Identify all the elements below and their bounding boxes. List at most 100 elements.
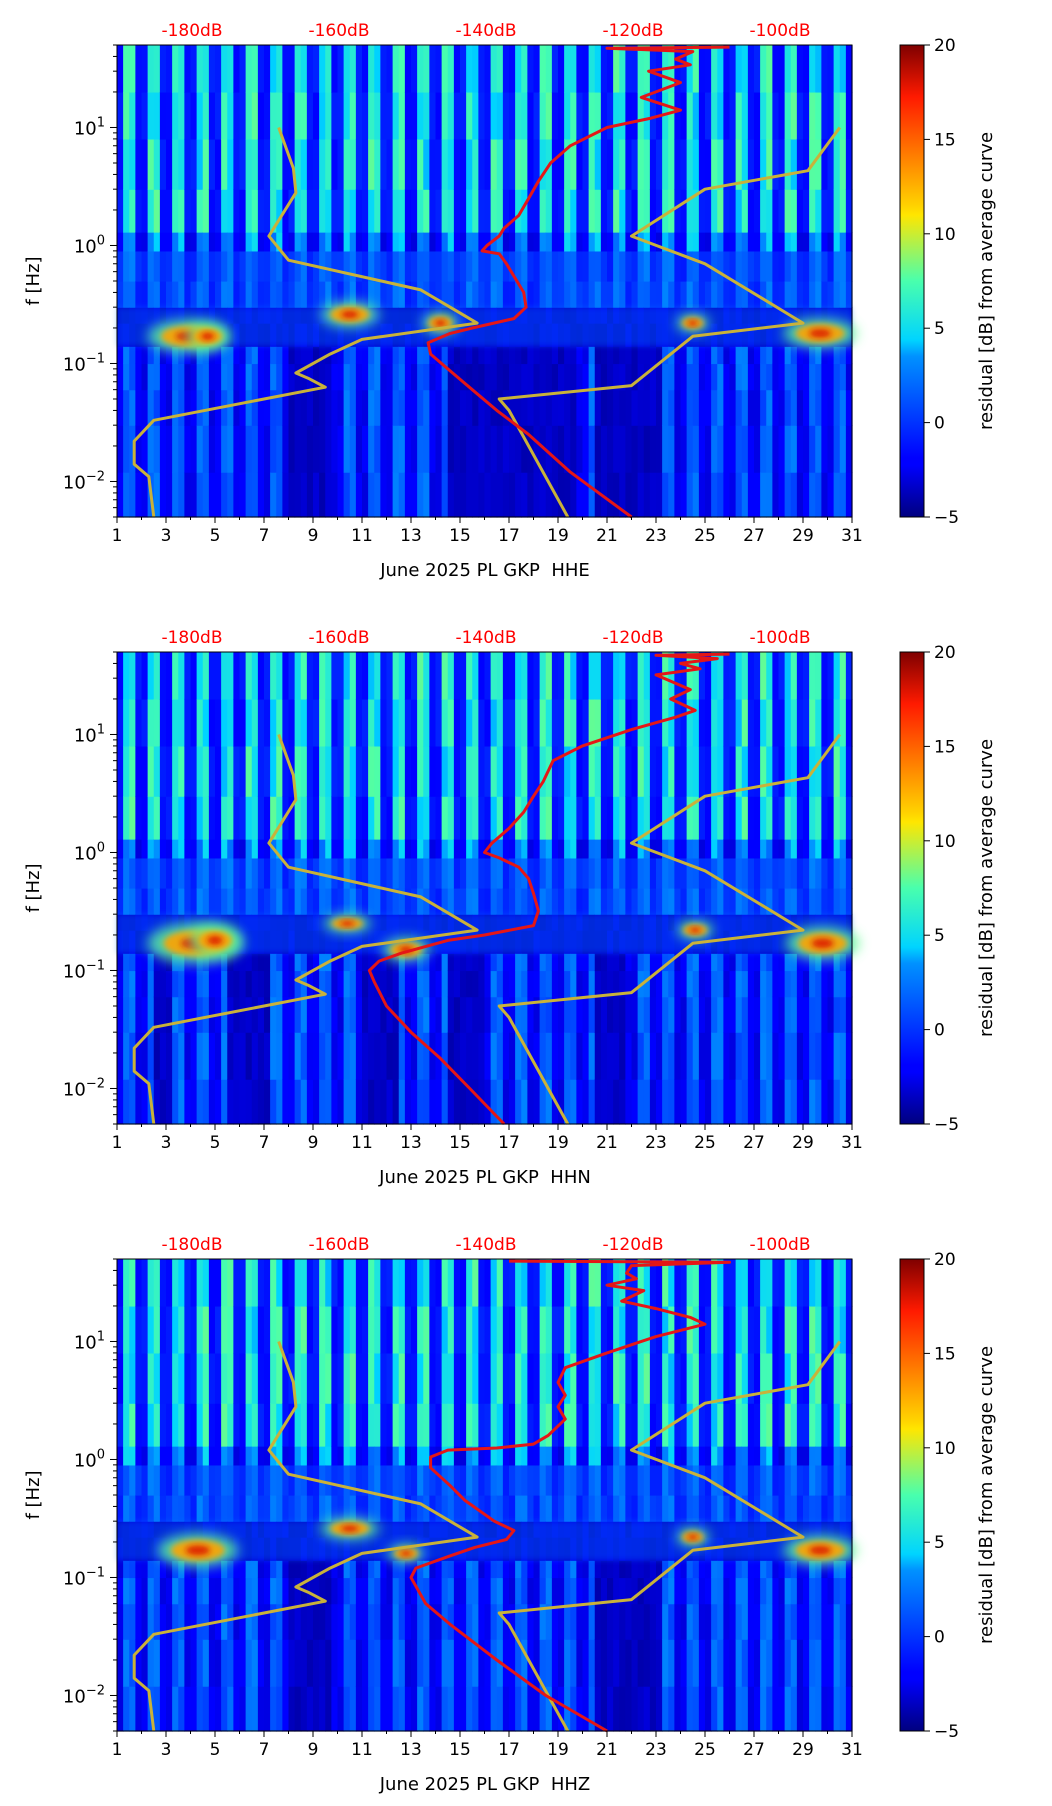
heatmap-cell xyxy=(245,1464,253,1496)
heatmap-cell xyxy=(129,363,136,391)
heatmap-cell xyxy=(545,953,553,972)
heatmap-cell xyxy=(827,45,835,93)
heatmap-cell xyxy=(404,745,412,797)
heatmap-cell xyxy=(533,1577,541,1605)
heatmap-cell xyxy=(723,45,731,93)
heatmap-cell xyxy=(417,745,424,797)
heatmap-cell xyxy=(227,425,234,473)
heatmap-cell xyxy=(576,250,584,282)
heatmap-cell xyxy=(833,839,841,859)
heatmap-cell xyxy=(594,189,602,233)
heatmap-cell xyxy=(417,1603,424,1640)
heatmap-cell xyxy=(196,839,204,859)
heatmap-cell xyxy=(600,839,608,859)
heatmap-cell xyxy=(441,970,449,998)
heatmap-cell xyxy=(270,1259,277,1307)
heatmap-cell xyxy=(815,45,822,93)
heatmap-cell xyxy=(319,996,326,1033)
heatmap-cell xyxy=(453,389,461,426)
heatmap-cell xyxy=(662,1686,669,1732)
heatmap-cell xyxy=(300,1032,308,1080)
heatmap-cell xyxy=(582,839,590,859)
heatmap-cell xyxy=(411,1305,418,1354)
heatmap-cell xyxy=(607,91,614,140)
heatmap-cell xyxy=(190,232,198,252)
heatmap-cell xyxy=(631,652,639,700)
heatmap-cell xyxy=(705,1560,712,1579)
heatmap-cell xyxy=(441,652,449,700)
heatmap-cell xyxy=(594,1446,602,1466)
heatmap-cell xyxy=(337,1495,345,1522)
heatmap-cell xyxy=(368,1639,375,1687)
heatmap-cell xyxy=(735,888,743,915)
heatmap-cell xyxy=(166,1352,173,1404)
heatmap-cell xyxy=(778,91,786,140)
heatmap-cell xyxy=(435,91,443,140)
heatmap-cell xyxy=(147,996,155,1033)
heatmap-cell xyxy=(815,389,822,426)
x-tick-label: 17 xyxy=(498,526,520,546)
heatmap-cell xyxy=(123,1577,130,1605)
heatmap-cell xyxy=(478,281,486,308)
heatmap-cell xyxy=(331,346,339,365)
heatmap-cell xyxy=(478,652,486,700)
heatmap-cell xyxy=(656,1495,663,1522)
heatmap-cell xyxy=(723,232,731,252)
heatmap-cell xyxy=(288,1464,296,1496)
heatmap-cell xyxy=(680,1603,688,1640)
heatmap-cell xyxy=(337,45,345,93)
heatmap-cell xyxy=(815,138,822,190)
heatmap-cell xyxy=(239,796,247,840)
heatmap-cell xyxy=(117,1495,124,1522)
heatmap-cell xyxy=(300,189,308,233)
heatmap-cell xyxy=(576,346,584,365)
heatmap-cell xyxy=(166,389,173,426)
heatmap-cell xyxy=(227,745,234,797)
heatmap-cell xyxy=(245,652,253,700)
heatmap-cell xyxy=(686,346,694,365)
heatmap-cell xyxy=(159,652,167,700)
heatmap-cell xyxy=(729,346,737,365)
heatmap-cell xyxy=(778,652,786,700)
heatmap-cell xyxy=(331,1305,339,1354)
heatmap-cell xyxy=(392,346,400,365)
heatmap-cell xyxy=(184,1464,192,1496)
heatmap-cell xyxy=(668,1259,675,1307)
heatmap-cell xyxy=(662,1446,669,1466)
heatmap-cell xyxy=(619,425,626,473)
heatmap-cell xyxy=(729,953,737,972)
heatmap-cell xyxy=(337,472,345,518)
heatmap-cell xyxy=(460,1560,467,1579)
heatmap-cell xyxy=(239,857,247,889)
heatmap-cell xyxy=(251,232,259,252)
heatmap-cell xyxy=(496,1352,504,1404)
heatmap-cell xyxy=(411,745,418,797)
heatmap-cell xyxy=(343,472,351,518)
heatmap-cell xyxy=(692,1079,700,1125)
heatmap-cell xyxy=(662,1495,669,1522)
heatmap-cell xyxy=(521,472,528,518)
heatmap-cell xyxy=(600,1560,608,1579)
heatmap-cell xyxy=(245,1639,253,1687)
heatmap-cell xyxy=(582,1259,590,1307)
heatmap-cell xyxy=(539,1079,547,1125)
heatmap-cell xyxy=(582,1686,590,1732)
heatmap-cell xyxy=(184,363,192,391)
heatmap-cell xyxy=(331,1403,339,1447)
heatmap-cell xyxy=(392,45,400,93)
heatmap-cell xyxy=(631,389,639,426)
heatmap-cell xyxy=(674,1403,682,1447)
heatmap-cell xyxy=(643,652,651,700)
heatmap-cell xyxy=(233,281,241,308)
heatmap-cell xyxy=(257,1603,265,1640)
heatmap-cell xyxy=(772,839,780,859)
heatmap-cell xyxy=(747,996,755,1033)
heatmap-cell xyxy=(460,232,467,252)
heatmap-cell xyxy=(674,698,682,747)
x-tick-label: 11 xyxy=(351,1133,373,1153)
heatmap-cell xyxy=(680,857,688,889)
heatmap-cell xyxy=(380,389,388,426)
heatmap-cell xyxy=(159,91,167,140)
heatmap-cell xyxy=(331,1686,339,1732)
heatmap-cell xyxy=(668,857,675,889)
